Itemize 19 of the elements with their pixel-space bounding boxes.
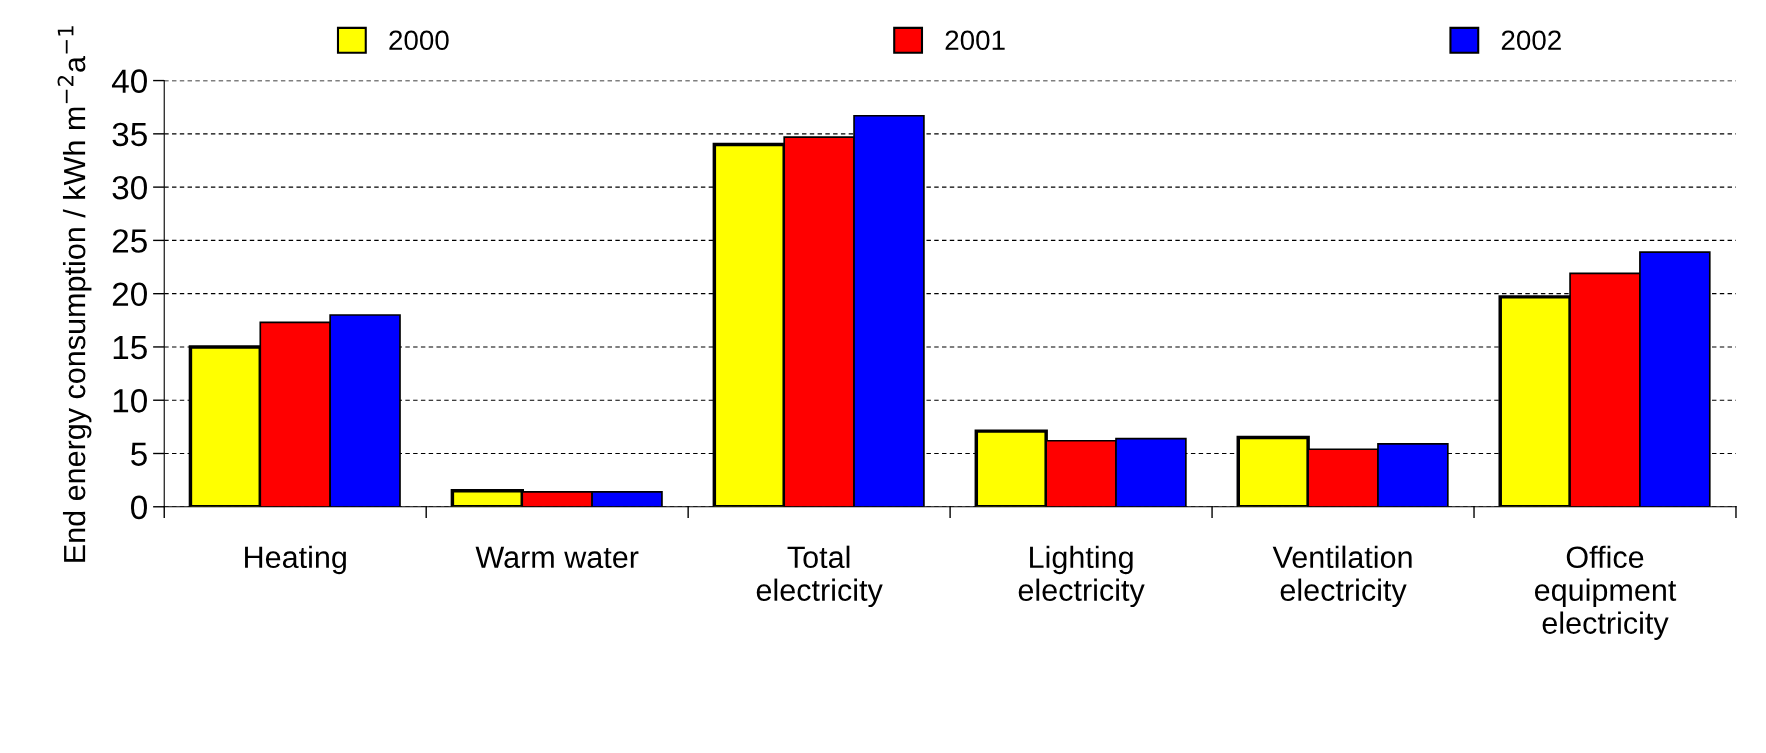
legend-label: 2001 xyxy=(945,30,1005,51)
x-tick-label: Total electricity xyxy=(756,545,883,608)
legend-label: 2000 xyxy=(389,30,449,51)
y-tick-label: 0 xyxy=(131,495,147,520)
y-tick-label: 5 xyxy=(131,442,147,466)
legend-label: 2002 xyxy=(1501,30,1561,51)
y-tick-label: 20 xyxy=(112,282,147,307)
x-tick-label: Office equipment electricity xyxy=(1534,545,1677,640)
y-tick-label: 40 xyxy=(111,69,147,93)
y-tick-label: 25 xyxy=(112,229,147,253)
y-tick-label: 35 xyxy=(112,122,147,147)
x-tick-label: Ventilation electricity xyxy=(1272,545,1412,608)
x-tick-label: Lighting electricity xyxy=(1018,545,1145,608)
x-tick-label: Heating xyxy=(245,545,346,575)
y-axis-title: End energy consumption / kWh m$^{−2}$a$^{−1}$ xyxy=(57,26,92,562)
x-tick-label: Warm water xyxy=(475,546,639,569)
y-tick-label: 10 xyxy=(113,389,147,413)
y-tick-label: 15 xyxy=(113,336,147,360)
y-tick-label: 30 xyxy=(112,175,147,200)
